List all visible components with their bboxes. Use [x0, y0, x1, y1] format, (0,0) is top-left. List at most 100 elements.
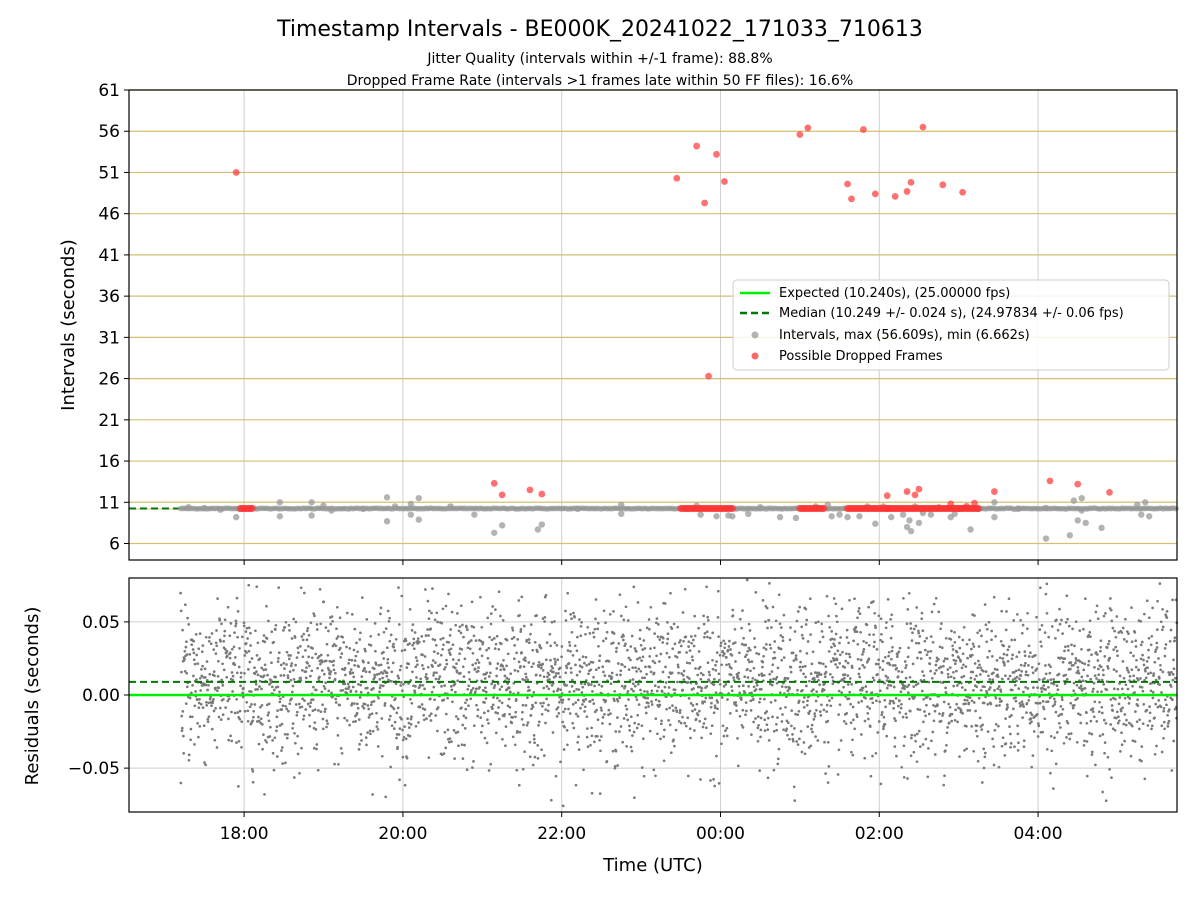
residual-point [273, 736, 277, 740]
residual-point [447, 740, 451, 744]
residual-point [234, 619, 238, 623]
residual-point [878, 666, 882, 669]
residual-point [717, 672, 721, 676]
residual-point [406, 717, 409, 720]
residual-point [404, 737, 408, 741]
residual-point [326, 722, 329, 725]
residual-point [331, 620, 334, 623]
residual-point [339, 646, 342, 650]
residual-point [982, 669, 985, 673]
residual-point [223, 647, 227, 651]
residual-point [898, 646, 902, 650]
residual-point [306, 702, 310, 706]
residual-point [185, 671, 189, 675]
residual-point [1077, 671, 1081, 675]
residual-point [524, 704, 528, 707]
residual-point [456, 679, 460, 683]
dropped-frame-point [859, 126, 867, 133]
residual-point [249, 644, 252, 647]
residual-point [721, 654, 725, 657]
interval-point [491, 529, 498, 536]
residual-point [889, 636, 893, 640]
residual-point [768, 643, 772, 647]
residual-point [580, 691, 584, 694]
residual-point [762, 646, 766, 650]
residual-point [731, 608, 735, 612]
residual-point [233, 711, 237, 715]
residual-point [228, 651, 232, 655]
residual-point [334, 701, 338, 704]
residual-point [238, 709, 242, 713]
residual-point [811, 688, 815, 691]
interval-point [872, 520, 879, 527]
residual-point [362, 706, 366, 710]
residual-point [849, 721, 853, 725]
residuals-y-axis-label: Residuals (seconds) [22, 607, 43, 786]
residual-point [1030, 713, 1034, 717]
residual-point [834, 632, 838, 636]
residual-point [533, 741, 536, 745]
residual-point [953, 662, 957, 666]
residual-point [943, 749, 947, 753]
residual-point [866, 705, 869, 709]
residual-point [1076, 669, 1080, 673]
residual-point [872, 645, 876, 648]
residual-point [553, 620, 556, 623]
residual-point [215, 746, 219, 749]
residual-point [873, 624, 877, 628]
residual-point [743, 675, 747, 679]
residual-point [1070, 643, 1073, 647]
residual-point [696, 713, 700, 717]
residual-point [976, 759, 980, 763]
residual-point [693, 708, 697, 711]
residual-point [748, 648, 752, 652]
residual-point [593, 740, 596, 744]
residual-point [532, 690, 536, 694]
residual-point [972, 749, 976, 753]
residual-point [526, 678, 530, 682]
residual-point [1139, 677, 1142, 680]
residual-point [1047, 635, 1051, 639]
residual-point [596, 718, 600, 722]
residual-point [853, 597, 856, 601]
residual-point [660, 719, 663, 723]
residual-point [1094, 763, 1097, 767]
residual-point [784, 705, 787, 709]
residual-point [421, 664, 424, 667]
residual-point [398, 727, 402, 730]
residual-point [336, 734, 340, 737]
residual-point [986, 656, 989, 659]
residual-point [239, 675, 243, 679]
residual-point [999, 690, 1003, 693]
residual-point [479, 730, 483, 734]
residual-point [806, 640, 810, 643]
residual-point [388, 639, 392, 643]
residual-point [1064, 673, 1067, 677]
residual-point [797, 699, 801, 703]
interval-point [1070, 497, 1077, 504]
residual-point [574, 712, 578, 716]
residual-point [395, 733, 399, 736]
residual-point [960, 686, 964, 689]
residual-point [888, 702, 892, 705]
residual-point [639, 643, 643, 647]
residual-point [505, 676, 509, 680]
interval-point [836, 511, 843, 518]
residual-point [757, 652, 761, 656]
residual-point [601, 665, 605, 669]
residual-point [389, 633, 393, 637]
residual-point [459, 671, 462, 675]
residual-point [814, 621, 818, 625]
residual-point [690, 641, 693, 645]
residual-point [293, 636, 297, 639]
residual-point [266, 713, 270, 717]
residual-point [494, 608, 497, 611]
residual-point [705, 684, 709, 688]
residual-point [604, 637, 608, 640]
residual-point [591, 631, 595, 635]
residual-point [479, 595, 482, 599]
residual-point [188, 715, 192, 719]
dropped-frame-points [232, 123, 1113, 513]
residual-point [397, 676, 401, 680]
residual-point [254, 688, 257, 691]
